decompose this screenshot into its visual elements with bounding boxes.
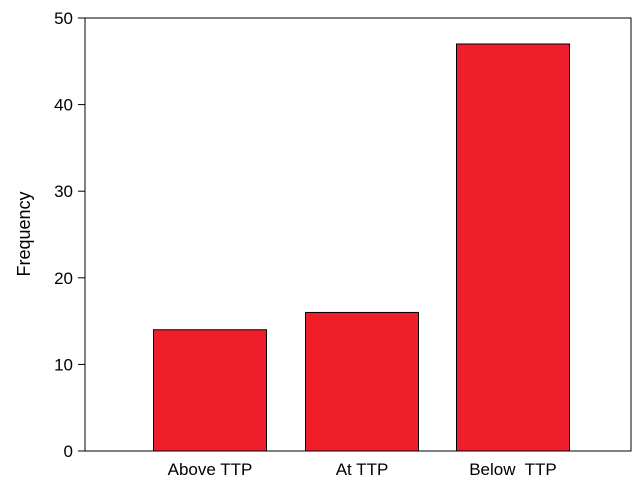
y-tick-label: 0 (64, 442, 73, 461)
bars-group (153, 43, 570, 452)
x-tick-label: At TTP (336, 460, 389, 479)
y-axis-label: Frequency (14, 191, 34, 276)
bar-above-ttp (153, 329, 267, 452)
y-tick-label: 40 (54, 96, 73, 115)
y-axis: 0 10 20 30 40 50 (54, 9, 85, 461)
x-axis: Above TTP At TTP Below TTP (168, 460, 557, 479)
y-tick-label: 10 (54, 355, 73, 374)
bar-below-ttp (456, 43, 570, 452)
y-tick-label: 30 (54, 182, 73, 201)
y-tick-label: 20 (54, 269, 73, 288)
bar-at-ttp (305, 311, 419, 452)
y-tick-label: 50 (54, 9, 73, 28)
x-tick-label: Below TTP (469, 460, 557, 479)
x-tick-label: Above TTP (168, 460, 253, 479)
